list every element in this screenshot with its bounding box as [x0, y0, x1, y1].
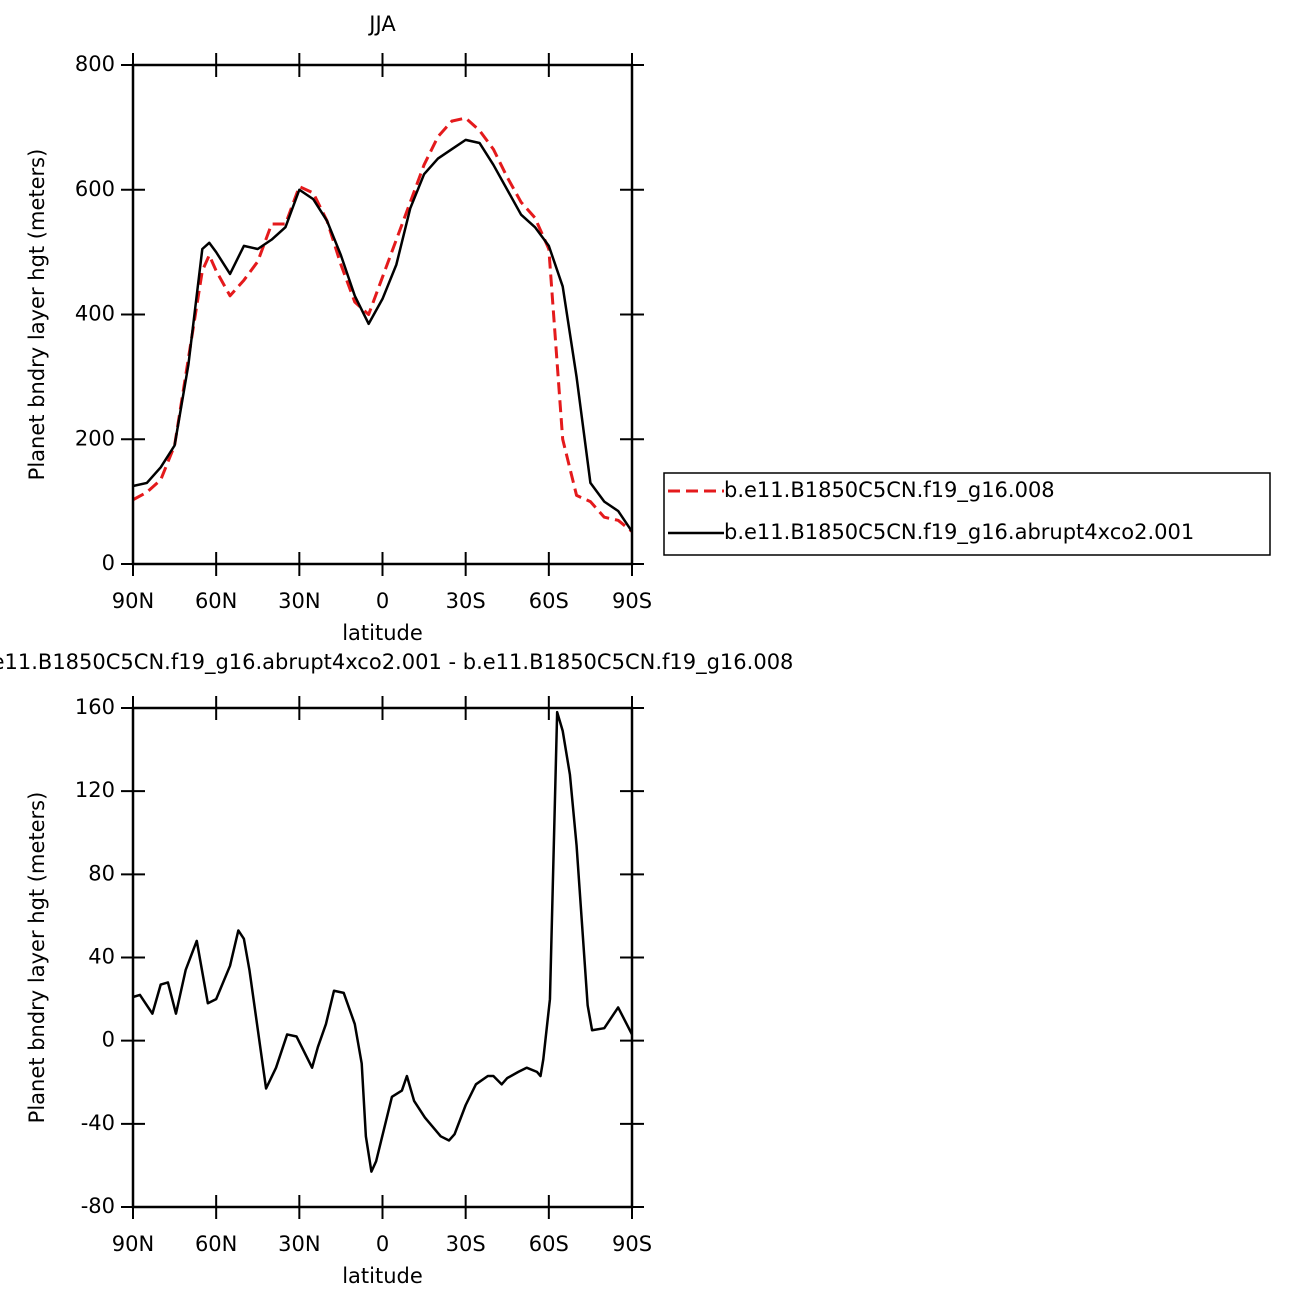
x-tick-label: 0 — [376, 1232, 389, 1256]
legend-label: b.e11.B1850C5CN.f19_g16.008 — [724, 478, 1055, 503]
x-axis-label: latitude — [342, 621, 423, 645]
legend-box — [663, 472, 1271, 556]
y-axis-label: Planet bndry layer hgt (meters) — [25, 792, 49, 1124]
y-tick-label: 160 — [75, 695, 115, 719]
x-tick-label: 90S — [612, 1232, 652, 1256]
legend-label: b.e11.B1850C5CN.f19_g16.abrupt4xco2.001 — [724, 520, 1194, 545]
x-tick-label: 90N — [112, 589, 154, 613]
y-tick-label: 200 — [75, 426, 115, 450]
series-line — [132, 138, 634, 533]
x-tick-label: 60N — [195, 1232, 237, 1256]
y-tick-label: 80 — [88, 861, 115, 885]
x-tick-label: 0 — [376, 589, 389, 613]
x-tick-label: 30S — [446, 1232, 486, 1256]
y-tick-label: 40 — [88, 945, 115, 969]
x-tick-label: 30N — [278, 589, 320, 613]
y-tick-label: -80 — [81, 1194, 115, 1218]
chart-title: b.e11.B1850C5CN.f19_g16.abrupt4xco2.001 … — [0, 650, 793, 675]
x-tick-label: 60S — [529, 589, 569, 613]
y-tick-label: -40 — [81, 1111, 115, 1135]
y-axis-label: Planet bndry layer hgt (meters) — [25, 149, 49, 481]
y-tick-label: 120 — [75, 778, 115, 802]
plot-frame — [131, 63, 634, 566]
series-line — [132, 116, 633, 533]
y-tick-label: 800 — [75, 52, 115, 76]
y-tick-label: 0 — [102, 1028, 115, 1052]
x-tick-label: 60N — [195, 589, 237, 613]
x-tick-label: 90S — [612, 589, 652, 613]
plot-frame — [131, 706, 634, 1209]
x-axis-label: latitude — [342, 1264, 423, 1288]
x-tick-label: 90N — [112, 1232, 154, 1256]
x-tick-label: 30S — [446, 589, 486, 613]
y-tick-label: 400 — [75, 302, 115, 326]
x-tick-label: 30N — [278, 1232, 320, 1256]
y-tick-label: 0 — [102, 551, 115, 575]
chart-title: JJA — [367, 12, 396, 36]
y-tick-label: 600 — [75, 177, 115, 201]
x-tick-label: 60S — [529, 1232, 569, 1256]
series-line — [132, 710, 634, 1173]
